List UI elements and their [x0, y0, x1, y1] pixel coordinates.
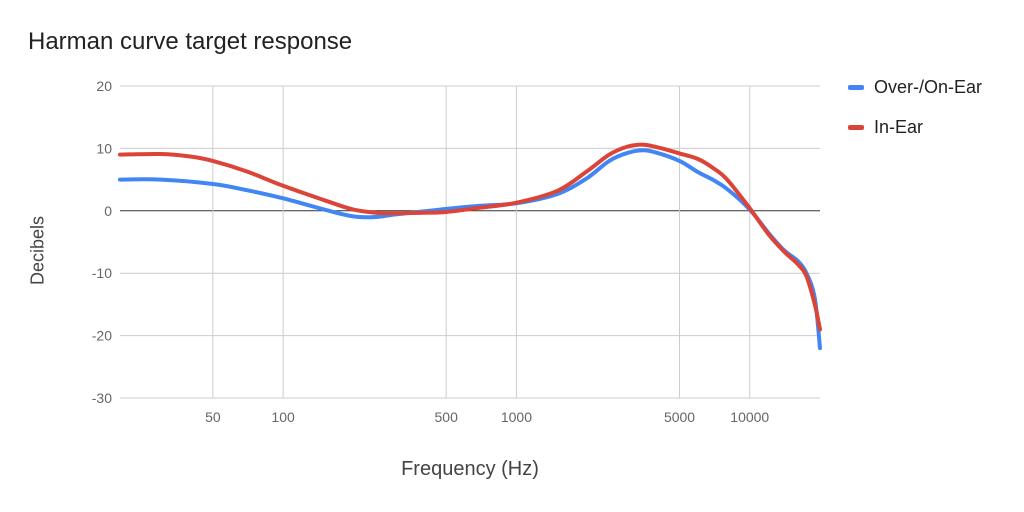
y-axis-title: Decibels: [27, 215, 48, 286]
x-tick-label: 500: [435, 409, 459, 425]
y-tick-label: -10: [92, 265, 112, 281]
y-tick-label: 20: [96, 78, 112, 94]
series-line-in-ear: [118, 142, 822, 332]
legend-swatch-in-ear: [848, 124, 864, 130]
series-line-over-on-ear: [118, 148, 822, 351]
x-tick-label: 50: [205, 409, 221, 425]
chart-title: Harman curve target response: [28, 28, 353, 55]
x-tick-label: 1000: [501, 409, 532, 425]
legend-label-in-ear: In-Ear: [874, 116, 924, 137]
x-tick-label: 10000: [730, 409, 769, 425]
legend: Over-/On-Ear In-Ear: [848, 76, 982, 156]
y-tick-label: -30: [92, 390, 112, 406]
legend-label-over-on-ear: Over-/On-Ear: [874, 76, 983, 97]
y-tick-label: -20: [92, 328, 112, 344]
x-axis-title: Frequency (Hz): [401, 458, 539, 480]
legend-item-over-on-ear[interactable]: Over-/On-Ear: [848, 76, 982, 98]
y-tick-label: 0: [104, 203, 112, 219]
y-tick-label: 10: [96, 140, 112, 156]
x-tick-label: 100: [271, 409, 295, 425]
legend-swatch-over-on-ear: [848, 84, 864, 90]
legend-item-in-ear[interactable]: In-Ear: [848, 116, 982, 138]
x-tick-label: 5000: [664, 409, 695, 425]
